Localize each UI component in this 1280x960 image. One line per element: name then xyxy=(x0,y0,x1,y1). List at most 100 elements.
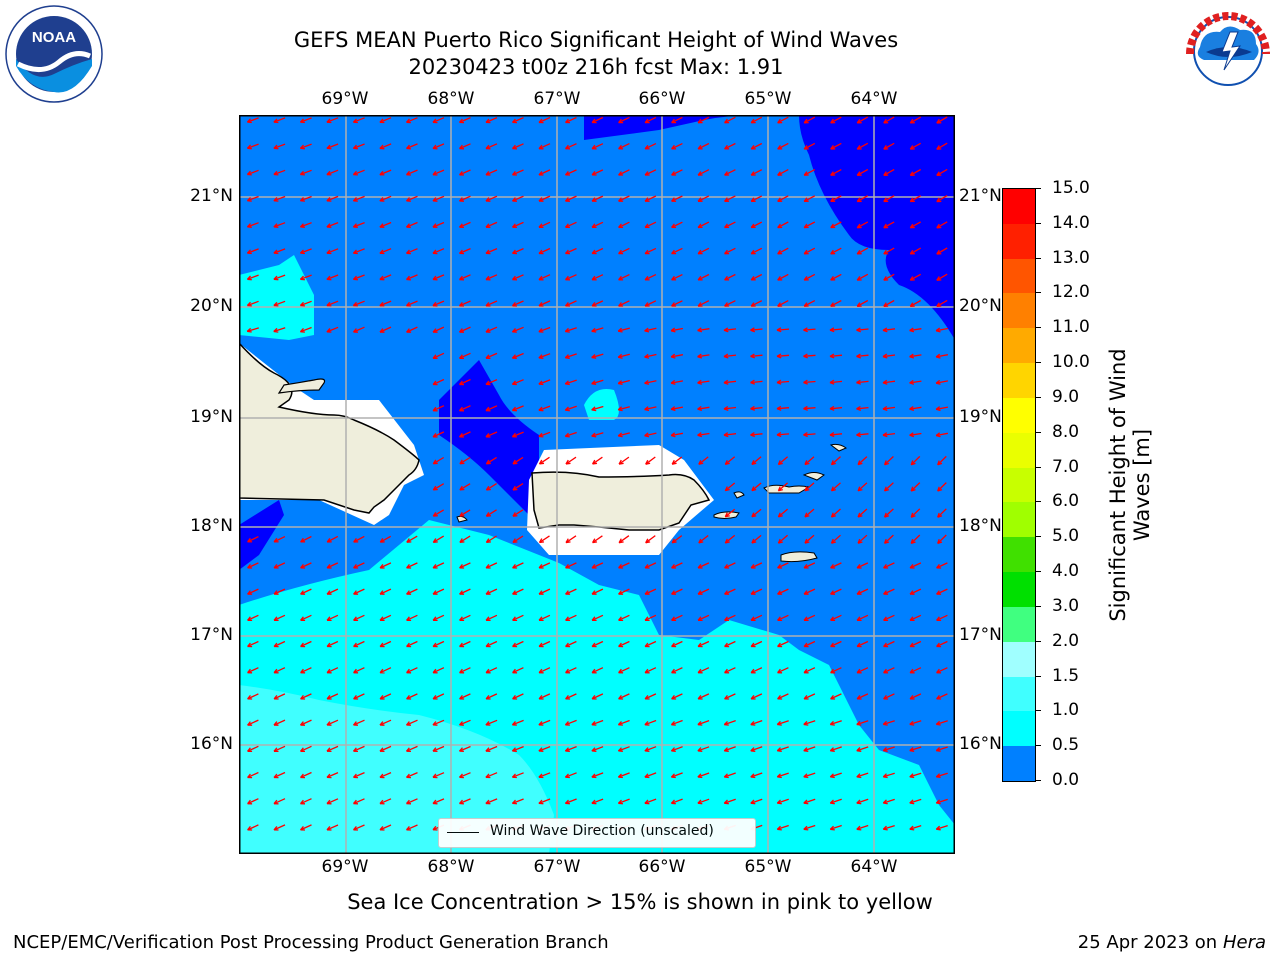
wind-wave-arrow xyxy=(432,300,445,307)
noaa-logo: NOAA xyxy=(4,4,104,104)
wind-wave-arrow xyxy=(936,667,948,674)
wind-wave-arrow-head xyxy=(935,434,941,438)
colorbar-tick-mark xyxy=(1035,605,1041,607)
colorbar-tick-label: 6.0 xyxy=(1052,491,1080,512)
wind-wave-arrow-head xyxy=(803,329,808,333)
wind-wave-arrow xyxy=(485,352,498,359)
wind-wave-arrow xyxy=(459,378,471,386)
wind-wave-arrow xyxy=(353,824,365,831)
wind-wave-arrow xyxy=(882,354,896,358)
wind-wave-arrow-head xyxy=(592,462,598,465)
wind-wave-arrow xyxy=(379,588,392,595)
wind-wave-arrow xyxy=(565,169,577,176)
wind-wave-arrow xyxy=(353,535,365,543)
colorbar-segment xyxy=(1003,502,1035,538)
wind-wave-arrow xyxy=(353,195,365,202)
wind-wave-arrow xyxy=(538,693,551,700)
wind-wave-arrow xyxy=(830,273,842,281)
wind-wave-arrow-head xyxy=(909,382,915,385)
wind-wave-arrow xyxy=(671,588,683,595)
wind-wave-arrow xyxy=(644,798,657,804)
wind-wave-arrow xyxy=(538,195,551,202)
wind-wave-arrow-head xyxy=(778,541,783,544)
wind-wave-arrow xyxy=(936,640,948,648)
wind-wave-arrow xyxy=(539,456,550,465)
wind-wave-arrow-head xyxy=(909,408,915,412)
wind-wave-arrow xyxy=(379,667,392,674)
wind-wave-arrow xyxy=(406,640,418,648)
wind-wave-arrow-head xyxy=(697,408,703,412)
wind-wave-arrow-head xyxy=(803,828,809,831)
lon-label-bottom: 65°W xyxy=(744,857,792,877)
wind-wave-arrow xyxy=(300,824,312,831)
wind-wave-arrow xyxy=(777,482,789,492)
wind-wave-arrow xyxy=(512,562,524,569)
wind-wave-arrow xyxy=(432,195,445,202)
wind-wave-arrow xyxy=(856,693,869,700)
wind-wave-arrow-head xyxy=(856,434,862,438)
lat-label-right: 18°N xyxy=(959,516,1002,536)
wind-wave-arrow xyxy=(618,406,630,411)
colorbar-tick-label: 14.0 xyxy=(1052,212,1090,233)
wind-wave-arrow xyxy=(406,614,418,621)
wind-wave-arrow xyxy=(644,772,657,778)
wind-wave-arrow-head xyxy=(883,776,888,779)
wind-wave-arrow xyxy=(856,798,869,804)
wind-wave-arrow xyxy=(829,380,843,384)
wind-wave-arrow xyxy=(512,588,524,595)
wind-wave-arrow-head xyxy=(831,488,836,492)
wind-wave-arrow-head xyxy=(750,750,756,752)
wind-wave-arrow xyxy=(618,640,630,648)
wind-wave-arrow xyxy=(485,588,498,595)
wind-wave-arrow xyxy=(830,195,842,202)
colorbar-tick-label: 3.0 xyxy=(1052,595,1080,616)
wind-wave-arrow-head xyxy=(618,541,624,544)
wind-wave-arrow-head xyxy=(776,408,782,411)
wind-wave-arrow xyxy=(565,640,577,648)
wind-wave-arrow xyxy=(300,693,312,700)
wind-wave-arrow xyxy=(326,326,339,333)
wind-wave-arrow xyxy=(538,379,551,385)
map-title: GEFS MEAN Puerto Rico Significant Height… xyxy=(293,28,899,52)
wind-wave-arrow xyxy=(592,456,603,465)
wind-wave-arrow xyxy=(353,614,365,621)
wind-wave-arrow xyxy=(644,327,657,332)
wind-wave-arrow xyxy=(724,798,736,804)
wind-wave-arrow xyxy=(565,116,577,124)
wind-wave-arrow xyxy=(432,614,445,621)
wind-wave-arrow-head xyxy=(618,382,623,386)
wind-wave-arrow xyxy=(512,274,524,281)
wind-wave-arrow xyxy=(724,640,736,648)
wind-wave-arrow xyxy=(856,640,869,648)
wind-wave-arrow xyxy=(644,247,657,255)
wind-wave-arrow-head xyxy=(803,434,808,438)
wind-wave-arrow xyxy=(591,432,604,437)
wind-wave-arrow xyxy=(432,562,445,569)
wind-wave-arrow-head xyxy=(670,382,676,385)
wind-wave-arrow xyxy=(432,378,445,386)
wind-wave-arrow xyxy=(909,380,922,384)
wind-wave-arrow xyxy=(644,432,657,437)
wind-wave-arrow xyxy=(459,221,471,228)
wind-wave-arrow-head xyxy=(935,382,941,385)
wind-wave-arrow xyxy=(432,719,445,726)
land-hispaniola-north-coast xyxy=(277,378,326,394)
wind-wave-arrow xyxy=(777,221,789,229)
wind-wave-arrow-head xyxy=(273,330,279,333)
wind-wave-arrow xyxy=(750,562,763,569)
wind-wave-arrow xyxy=(512,248,524,254)
wind-wave-arrow xyxy=(909,746,922,752)
wind-wave-arrow xyxy=(512,300,524,307)
wind-wave-arrow xyxy=(909,614,922,621)
wind-wave-arrow xyxy=(697,195,710,202)
wind-wave-arrow xyxy=(883,221,895,229)
wind-wave-arrow xyxy=(857,508,868,518)
wind-wave-arrow-head xyxy=(803,802,809,805)
wind-wave-arrow-head xyxy=(778,488,783,492)
wind-wave-arrow xyxy=(698,456,709,465)
wind-wave-arrow xyxy=(882,432,896,436)
wind-wave-arrow xyxy=(884,456,894,466)
wind-wave-arrow xyxy=(909,562,922,569)
wind-wave-arrow xyxy=(644,588,657,595)
colorbar-tick-mark xyxy=(1035,292,1041,294)
